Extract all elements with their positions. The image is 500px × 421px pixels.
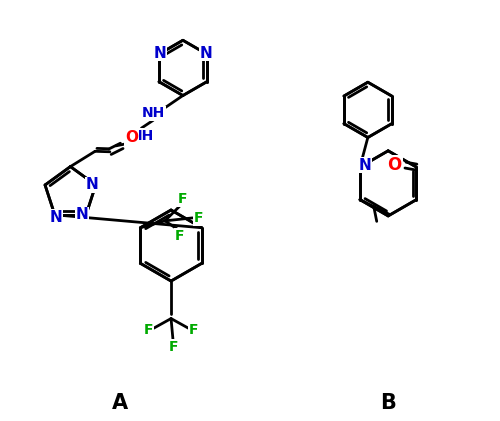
Text: N: N (50, 210, 62, 225)
Text: N: N (358, 157, 372, 173)
Text: N: N (86, 178, 98, 192)
Text: NH: NH (131, 129, 154, 143)
Text: F: F (178, 192, 188, 206)
Text: F: F (144, 323, 153, 337)
Text: F: F (168, 340, 178, 354)
Text: F: F (175, 229, 184, 242)
Text: A: A (112, 393, 128, 413)
Text: O: O (388, 156, 402, 174)
Text: F: F (194, 211, 203, 225)
Text: NH: NH (142, 106, 165, 120)
Text: F: F (189, 323, 198, 337)
Text: N: N (76, 207, 88, 222)
Text: N: N (154, 45, 166, 61)
Text: N: N (200, 45, 212, 61)
Text: B: B (380, 393, 396, 413)
Text: O: O (125, 131, 138, 146)
